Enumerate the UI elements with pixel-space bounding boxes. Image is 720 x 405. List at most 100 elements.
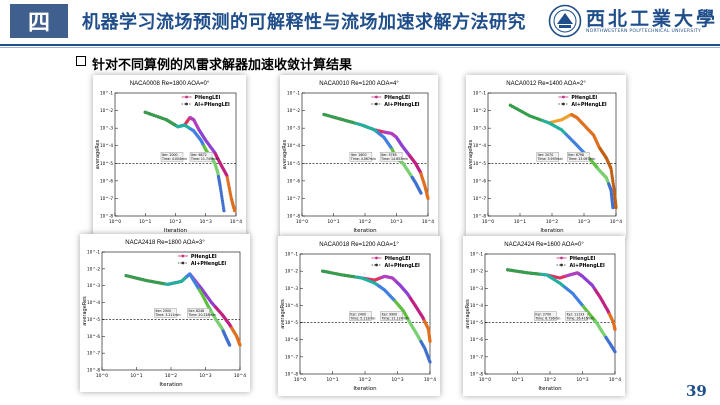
y-tick-label: 10^-2 (100, 108, 113, 113)
annotation-text: Time: 6.726min (534, 316, 560, 320)
series-phenglei-point (610, 176, 615, 181)
chart-title: NACA0018 Re=1200 AOA=1° (319, 242, 399, 248)
y-tick-label: 10^-1 (470, 252, 483, 257)
legend-marker (181, 261, 185, 265)
y-axis-label: averageRes (82, 296, 88, 326)
x-tick-label: 10^1 (130, 373, 142, 379)
y-tick-label: 10^-2 (87, 266, 100, 271)
y-axis-label: averageRes (468, 139, 474, 169)
y-tick-label: 10^-3 (287, 126, 300, 131)
annotation-text: Iter: 2000 (155, 309, 171, 313)
slide-title: 机器学习流场预测的可解释性与流场加速求解方法研究 (82, 12, 526, 33)
series-phenglei-point (609, 166, 613, 171)
annotation-text: Time: 20.228min (188, 313, 216, 317)
legend-label: AI+PHengLEI (571, 102, 606, 108)
university-logo-icon (548, 4, 582, 38)
legend-label: AI+PHengLEI (195, 102, 230, 108)
legend-marker (181, 254, 185, 258)
x-tick-label: 10^3 (578, 219, 590, 225)
chart-panel-5: NACA0018 Re=1200 AOA=1° 10^0 10^1 10^2 10^3 1… (278, 236, 440, 396)
annotation-box (160, 152, 184, 162)
y-tick-label: 10^-7 (87, 351, 100, 356)
x-tick-label: 10^1 (326, 377, 338, 383)
x-axis-label: Iteration (164, 228, 188, 234)
annotation-text: Time: 3.211min (154, 313, 180, 317)
legend-marker (375, 256, 378, 260)
series-ai-phenglei-point (221, 204, 225, 208)
legend-marker (375, 263, 378, 267)
y-tick-label: 10^-2 (473, 108, 486, 113)
legend-label: AI+PHengLEI (385, 263, 420, 269)
section-subtitle: 针对不同算例的风雷求解器加速收敛计算结果 (92, 58, 353, 73)
y-tick-label: 10^-2 (285, 269, 298, 274)
slide-header: 四 机器学习流场预测的可解释性与流场加速求解方法研究 西北工業大學 NORTHW… (0, 0, 720, 44)
x-tick-label: 10^3 (200, 219, 212, 225)
x-tick-label: 10^4 (230, 219, 242, 225)
section-number-badge: 四 (10, 4, 68, 38)
x-tick-label: 10^2 (359, 377, 371, 383)
y-tick-label: 10^-5 (470, 320, 483, 325)
x-tick-label: 10^3 (391, 377, 403, 383)
x-axis-label: Iteration (538, 386, 562, 392)
x-tick-label: 10^2 (546, 219, 558, 225)
x-tick-label: 10^4 (610, 219, 622, 225)
legend-marker (560, 263, 563, 267)
legend-marker (562, 95, 565, 99)
x-tick-label: 10^4 (424, 377, 436, 383)
y-tick-label: 10^-8 (473, 214, 486, 219)
legend-label: AI+PHengLEI (384, 102, 419, 108)
y-tick-label: 10^-3 (473, 126, 486, 131)
annotation-box (154, 308, 177, 318)
series-ai-phenglei-point (611, 206, 615, 210)
series-phenglei-point (614, 206, 618, 210)
series-ai-phenglei-point (218, 184, 222, 188)
annotation-text: Iter: 2070 (538, 153, 554, 157)
annotation-text: Iter: 5765 (381, 153, 397, 157)
legend-marker (562, 102, 565, 106)
chart-panel-2: NACA0010 Re=1200 AOA=4° 10^0 10^1 10^2 10^3 1… (280, 75, 438, 238)
y-tick-label: 10^-7 (470, 354, 483, 359)
chart-panel-6: NACA2424 Re=1600 AOA=0° 10^0 10^1 10^2 10^3 1… (463, 236, 625, 396)
y-tick-label: 10^-4 (287, 143, 300, 148)
legend-marker (560, 256, 563, 260)
x-tick-label: 10^0 (482, 219, 494, 225)
legend-label: PHengLEI (385, 256, 411, 262)
x-tick-label: 10^2 (359, 219, 371, 225)
y-tick-label: 10^-7 (473, 196, 486, 201)
header-divider-thin (0, 47, 720, 48)
y-axis-label: averageRes (95, 139, 101, 169)
x-tick-label: 10^2 (544, 377, 556, 383)
y-tick-label: 10^-2 (470, 269, 483, 274)
y-tick-label: 10^-1 (473, 91, 486, 96)
y-tick-label: 10^-7 (285, 354, 298, 359)
y-tick-label: 10^-1 (287, 91, 300, 96)
x-axis-label: Iteration (353, 228, 377, 234)
legend-label: PHengLEI (195, 95, 221, 101)
y-axis-label: averageRes (282, 139, 288, 169)
annotation-text: Iter: 1600 (351, 153, 367, 157)
x-tick-label: 10^1 (139, 219, 151, 225)
y-tick-label: 10^-5 (87, 317, 100, 322)
y-tick-label: 10^-2 (287, 108, 300, 113)
series-phenglei-point (238, 343, 242, 347)
annotation-text: Iter: 2700 (535, 312, 551, 316)
series-ai-phenglei-point (219, 191, 223, 196)
annotation-text: Time: 5.112min (349, 316, 375, 320)
chart-panel-3: NACA0012 Re=1400 AOA=2° 10^0 10^1 10^2 10^3 1… (466, 75, 626, 238)
y-tick-label: 10^-6 (470, 337, 483, 342)
y-tick-label: 10^-3 (285, 286, 298, 291)
y-tick-label: 10^-5 (100, 161, 113, 166)
series-phenglei-point (612, 189, 616, 193)
annotation-box (565, 311, 588, 321)
series-ai-phenglei-point (222, 209, 226, 213)
x-axis-label: Iteration (353, 386, 377, 392)
series-ai-phenglei-point (218, 187, 223, 191)
annotation-box (349, 311, 372, 321)
y-axis-label: averageRes (280, 299, 286, 329)
university-name: 西北工業大學 (586, 8, 719, 30)
y-tick-label: 10^-1 (87, 250, 100, 255)
series-ai-phenglei-point (228, 343, 232, 347)
x-axis-label: Iteration (540, 228, 564, 234)
y-tick-label: 10^-7 (100, 196, 113, 201)
y-tick-label: 10^-3 (470, 286, 483, 291)
